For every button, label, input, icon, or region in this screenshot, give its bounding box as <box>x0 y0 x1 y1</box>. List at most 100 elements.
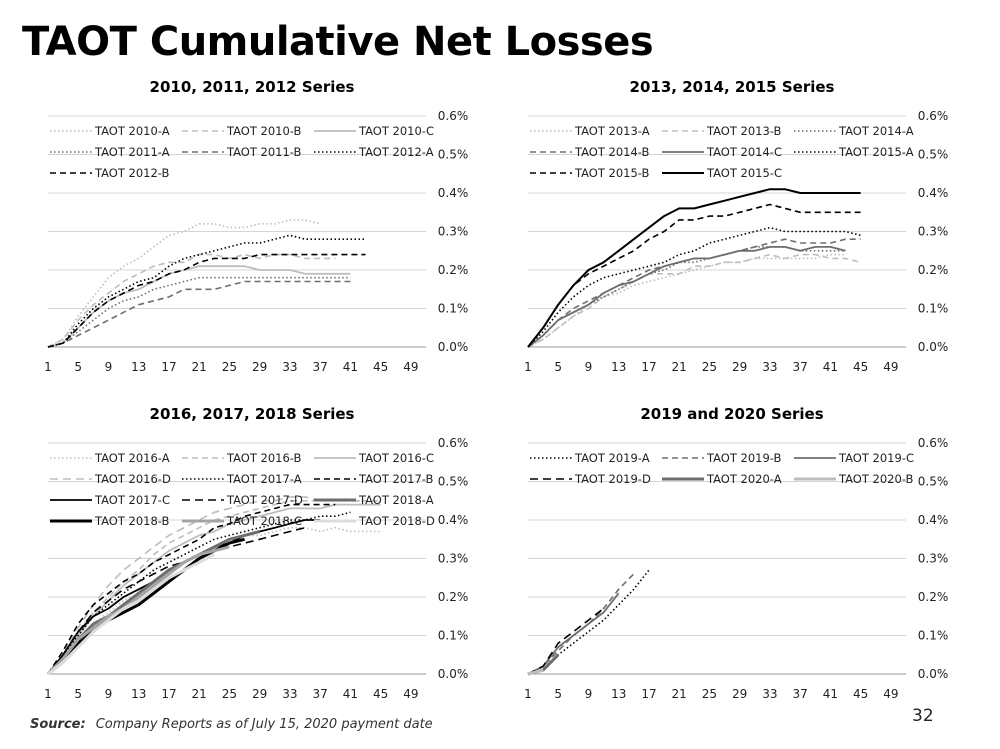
x-tick-label: 37 <box>313 360 328 374</box>
x-tick-label: 13 <box>611 687 626 701</box>
chart-title: 2010, 2011, 2012 Series <box>150 78 355 96</box>
legend: TAOT 2016-A TAOT 2016-B TAOT 2016-C TAOT 20… <box>50 451 435 528</box>
series-line-taot-2017-d <box>47 526 306 675</box>
x-tick-label: 5 <box>74 687 82 701</box>
legend-label: TAOT 2019-A <box>574 451 650 465</box>
x-tick-label: 33 <box>762 360 777 374</box>
series-line-taot-2015-b <box>527 203 861 348</box>
legend-label: TAOT 2011-B <box>226 145 302 159</box>
chart-panel-2019-2020: 2019 and 2020 Series 0.0% 0.1% 0.2% 0.3% 0.4%… <box>508 403 948 703</box>
x-tick-label: 13 <box>131 687 146 701</box>
x-tick-label: 13 <box>131 360 146 374</box>
legend-label: TAOT 2011-A <box>94 145 170 159</box>
x-tick-label: 9 <box>105 687 113 701</box>
series-line-taot-2012-a <box>47 234 366 348</box>
series-line-taot-2010-a <box>47 219 321 348</box>
series-line-taot-2013-b <box>527 253 861 348</box>
y-tick-label: 0.2% <box>918 263 949 277</box>
legend-label: TAOT 2016-B <box>226 451 302 465</box>
y-tick-label: 0.6% <box>918 436 949 450</box>
x-tick-label: 29 <box>252 687 267 701</box>
series-line-taot-2018-d <box>47 553 215 676</box>
x-tick-label: 41 <box>343 687 358 701</box>
series-line-taot-2017-a <box>47 511 351 675</box>
x-tick-label: 33 <box>282 360 297 374</box>
x-tick-label: 5 <box>74 360 82 374</box>
series-line-taot-2014-a <box>527 246 846 348</box>
legend-label: TAOT 2017-B <box>358 472 434 486</box>
x-tick-label: 17 <box>641 360 656 374</box>
legend-label: TAOT 2019-D <box>574 472 651 486</box>
legend: TAOT 2019-A TAOT 2019-B TAOT 2019-C TAOT 20… <box>530 451 914 486</box>
y-tick-label: 0.2% <box>438 590 469 604</box>
x-tick-label: 29 <box>252 360 267 374</box>
legend-label: TAOT 2010-A <box>94 124 170 138</box>
x-tick-label: 33 <box>282 687 297 701</box>
chart-svg: 2016, 2017, 2018 Series 0.0% 0.1% 0.2% 0.3% 0… <box>44 405 469 701</box>
x-tick-label: 41 <box>823 360 838 374</box>
y-tick-label: 0.4% <box>918 513 949 527</box>
series-line-taot-2015-a <box>527 226 861 348</box>
legend-label: TAOT 2017-A <box>226 472 302 486</box>
x-tick-label: 21 <box>672 687 687 701</box>
y-tick-label: 0.4% <box>918 186 949 200</box>
x-tick-label: 45 <box>373 687 388 701</box>
x-tick-label: 29 <box>732 360 747 374</box>
series-line-taot-2011-a <box>47 276 351 348</box>
x-tick-label: 1 <box>44 360 52 374</box>
y-tick-label: 0.4% <box>438 186 469 200</box>
y-tick-label: 0.5% <box>918 475 949 489</box>
x-tick-label: 21 <box>192 360 207 374</box>
x-tick-label: 1 <box>524 687 532 701</box>
y-tick-label: 0.0% <box>918 667 949 681</box>
series-line-taot-2018-b <box>46 537 245 676</box>
y-tick-label: 0.4% <box>438 513 469 527</box>
legend-label: TAOT 2012-B <box>94 166 170 180</box>
y-tick-label: 0.0% <box>438 667 469 681</box>
x-tick-label: 49 <box>403 360 418 374</box>
page-title: TAOT Cumulative Net Losses <box>22 19 654 65</box>
legend: TAOT 2010-A TAOT 2010-B TAOT 2010-C TAOT 20… <box>50 124 434 180</box>
y-tick-label: 0.2% <box>438 263 469 277</box>
x-tick-label: 9 <box>585 687 593 701</box>
legend-label: TAOT 2018-C <box>226 514 302 528</box>
legend-label: TAOT 2019-C <box>838 451 914 465</box>
x-tick-label: 33 <box>762 687 777 701</box>
x-tick-label: 21 <box>672 360 687 374</box>
x-tick-label: 9 <box>105 360 113 374</box>
x-tick-label: 29 <box>732 687 747 701</box>
x-tick-label: 37 <box>313 687 328 701</box>
x-tick-label: 5 <box>554 360 562 374</box>
x-tick-label: 45 <box>853 360 868 374</box>
legend-label: TAOT 2015-A <box>838 145 914 159</box>
y-tick-label: 0.6% <box>438 109 469 123</box>
y-tick-label: 0.3% <box>438 552 469 566</box>
chart-panel-2016-2018: 2016, 2017, 2018 Series 0.0% 0.1% 0.2% 0.3% 0… <box>28 403 468 703</box>
series-line-taot-2014-c <box>527 246 846 348</box>
y-tick-label: 0.2% <box>918 590 949 604</box>
x-tick-label: 41 <box>823 687 838 701</box>
x-tick-label: 25 <box>702 687 717 701</box>
series-line-taot-2016-c <box>47 503 381 675</box>
page-number: 32 <box>912 706 934 726</box>
series-line-taot-2013-a <box>527 253 846 348</box>
chart-svg: 2019 and 2020 Series 0.0% 0.1% 0.2% 0.3% 0.4%… <box>524 405 949 701</box>
series-line-taot-2019-d <box>527 607 605 675</box>
x-tick-label: 5 <box>554 687 562 701</box>
y-tick-label: 0.6% <box>438 436 469 450</box>
legend: TAOT 2013-A TAOT 2013-B TAOT 2014-A TAOT 20… <box>530 124 914 180</box>
series-line-taot-2016-d <box>47 496 366 675</box>
series-line-taot-2019-a <box>527 569 650 675</box>
series-line-taot-2011-b <box>47 280 351 348</box>
x-tick-label: 1 <box>524 360 532 374</box>
series-line-taot-2018-a <box>46 530 261 676</box>
x-tick-label: 49 <box>403 687 418 701</box>
y-tick-label: 0.1% <box>918 302 949 316</box>
y-tick-label: 0.3% <box>918 225 949 239</box>
x-tick-label: 17 <box>641 687 656 701</box>
source-text: Company Reports as of July 15, 2020 paym… <box>95 717 433 732</box>
x-tick-label: 1 <box>44 687 52 701</box>
legend-label: TAOT 2012-A <box>358 145 434 159</box>
y-tick-label: 0.1% <box>918 629 949 643</box>
legend-label: TAOT 2017-C <box>94 493 170 507</box>
